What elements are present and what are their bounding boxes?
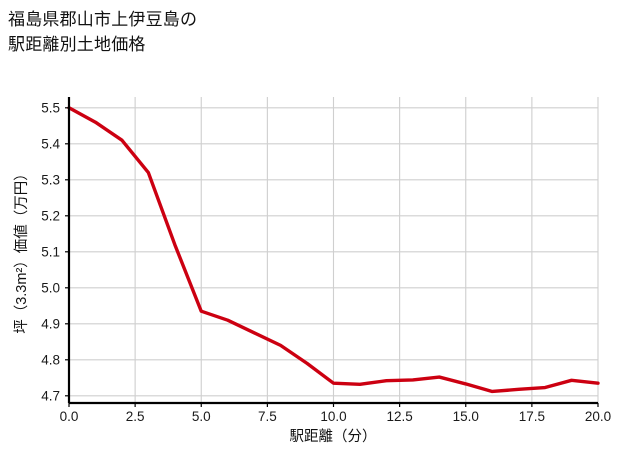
x-axis-tick-label: 15.0 [453, 409, 479, 424]
y-axis-tick-label: 5.4 [41, 136, 60, 151]
x-axis-tick-label: 0.0 [60, 409, 79, 424]
page-title: 福島県郡山市上伊豆島の 駅距離別土地価格 [8, 10, 198, 54]
y-axis-tick-label: 5.3 [41, 172, 60, 187]
y-axis-tick-label: 4.9 [41, 316, 60, 331]
x-axis-tick-label: 20.0 [585, 409, 611, 424]
x-axis-tick-label: 7.5 [258, 409, 277, 424]
x-axis-tick-label: 17.5 [519, 409, 545, 424]
x-axis-tick-labels: 0.0 2.5 5.0 7.5 10.0 12.5 15.0 17.5 20.0 [60, 403, 611, 424]
y-axis-tick-label: 5.1 [41, 244, 60, 259]
x-axis-tick-label: 12.5 [386, 409, 412, 424]
y-axis-tick-label: 4.7 [41, 388, 60, 403]
y-axis-title: 坪（3.3m²）価値（万円） [13, 166, 30, 334]
x-axis-tick-label: 5.0 [192, 409, 211, 424]
data-line-series-0 [67, 106, 600, 394]
grid-lines [68, 97, 599, 403]
x-axis-tick-label: 2.5 [126, 409, 145, 424]
x-axis-title: 駅距離（分） [290, 427, 377, 445]
y-axis-tick-label: 5.5 [41, 100, 60, 115]
x-axis-tick-label: 10.0 [320, 409, 346, 424]
y-axis-tick-label: 5.0 [41, 280, 60, 295]
y-axis-tick-label: 4.8 [41, 352, 60, 367]
y-axis-tick-label: 5.2 [41, 208, 60, 223]
y-axis-tick-labels: 4.7 4.8 4.9 5.0 5.1 5.2 5.3 5.4 5.5 [41, 100, 69, 403]
data-series-layer [67, 106, 600, 394]
